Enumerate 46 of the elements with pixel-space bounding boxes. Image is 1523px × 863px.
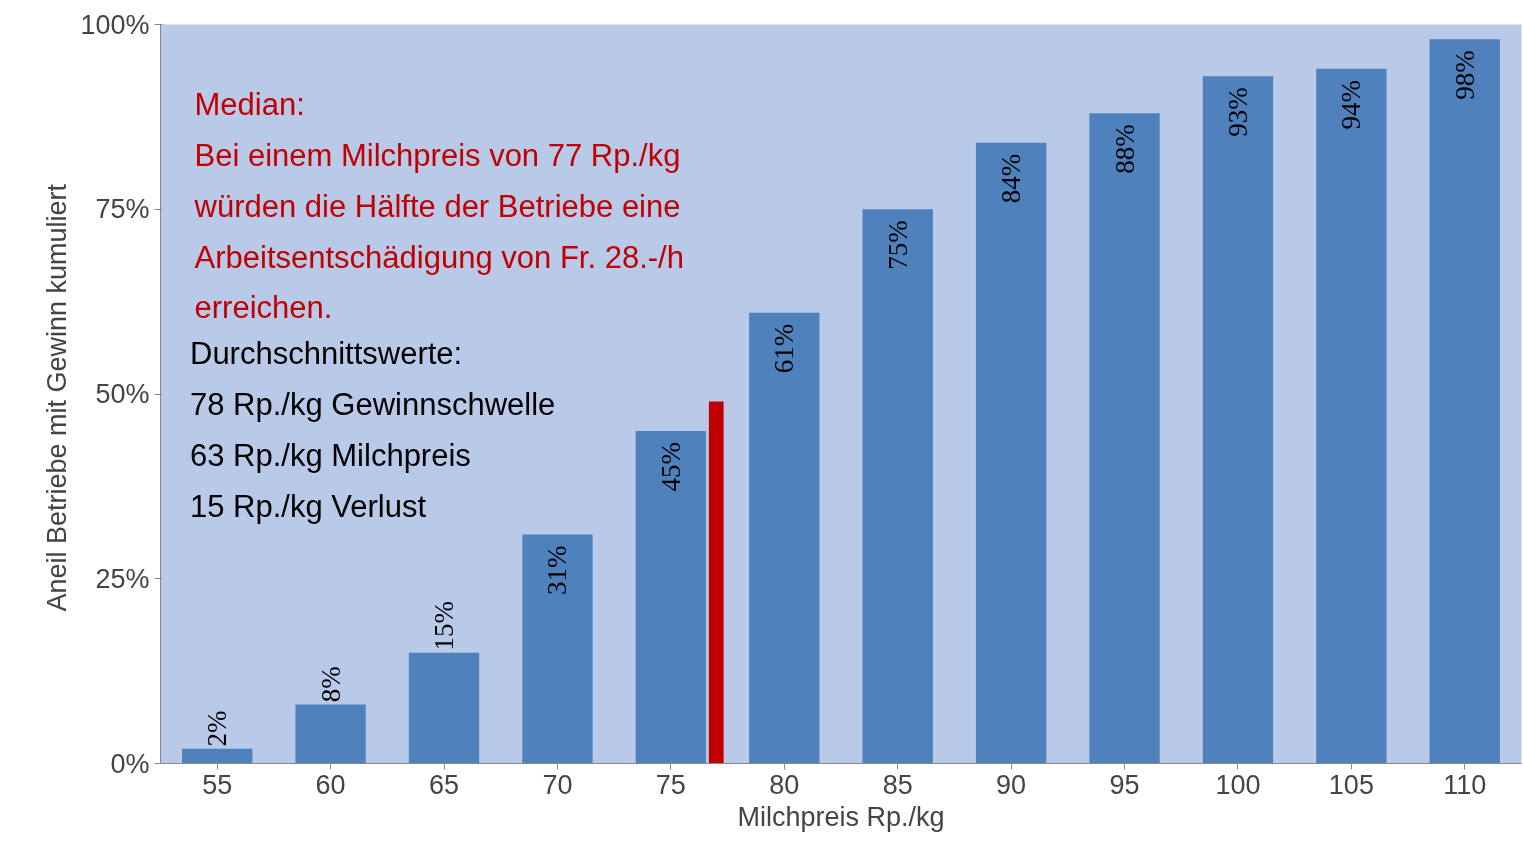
data-label: 75% — [882, 220, 913, 270]
x-tick-label: 85 — [882, 769, 913, 800]
data-label: 94% — [1336, 79, 1367, 130]
y-tick-label: 25% — [95, 563, 150, 594]
bar — [708, 401, 724, 764]
y-tick-label: 50% — [95, 379, 150, 409]
x-tick-label: 65 — [429, 769, 460, 800]
bar — [408, 652, 480, 764]
x-tick-label: 60 — [315, 769, 346, 800]
bar — [1202, 76, 1274, 764]
bar — [182, 748, 253, 764]
data-label: 98% — [1449, 50, 1480, 100]
y-tick-label: 100% — [80, 9, 150, 40]
bar — [635, 430, 707, 764]
x-tick-label: 105 — [1328, 769, 1374, 800]
data-label: 84% — [996, 153, 1027, 204]
bar — [749, 312, 820, 764]
data-label: 2% — [202, 710, 233, 747]
annotation: Durchschnittswerte: 78 Rp./kg Gewinnschwelle 63 Rp./kg Milchpreis 15 Rp./kg Verlust — [189, 336, 556, 524]
data-label: 93% — [1222, 87, 1253, 137]
x-tick-label: 100 — [1215, 769, 1261, 800]
y-axis-title: Aneil Betriebe mit Gewinn kumuliert — [42, 183, 73, 612]
x-tick-label: 110 — [1443, 769, 1487, 800]
bar — [295, 704, 366, 764]
bar — [1316, 68, 1387, 764]
x-tick-label: 90 — [996, 769, 1027, 800]
bar — [975, 142, 1047, 764]
bar — [1089, 113, 1160, 764]
data-label: 15% — [429, 600, 460, 651]
data-label: 61% — [769, 323, 800, 374]
x-axis-title: Milchpreis Rp./kg — [737, 801, 945, 832]
x-tick-label: 80 — [769, 769, 800, 800]
bar — [862, 209, 933, 764]
x-tick-label: 75 — [655, 769, 686, 800]
data-label: 31% — [542, 545, 573, 595]
data-label: 45% — [655, 442, 686, 492]
x-tick-label: 70 — [542, 769, 573, 800]
y-tick-label: 0% — [110, 748, 150, 779]
x-tick-label: 95 — [1109, 769, 1140, 800]
annotation: Median: Bei einem Milchpreis von 77 Rp./kg würden die Hälfte der Betriebe eine Arbeitsentschädigung von Fr. 28.-/h erreichen. — [193, 87, 684, 326]
x-tick-label: 55 — [202, 769, 233, 800]
bar — [522, 534, 593, 764]
bar — [1429, 39, 1500, 764]
y-tick-label: 75% — [95, 194, 150, 225]
data-label: 88% — [1109, 124, 1140, 174]
data-label: 8% — [315, 666, 346, 703]
